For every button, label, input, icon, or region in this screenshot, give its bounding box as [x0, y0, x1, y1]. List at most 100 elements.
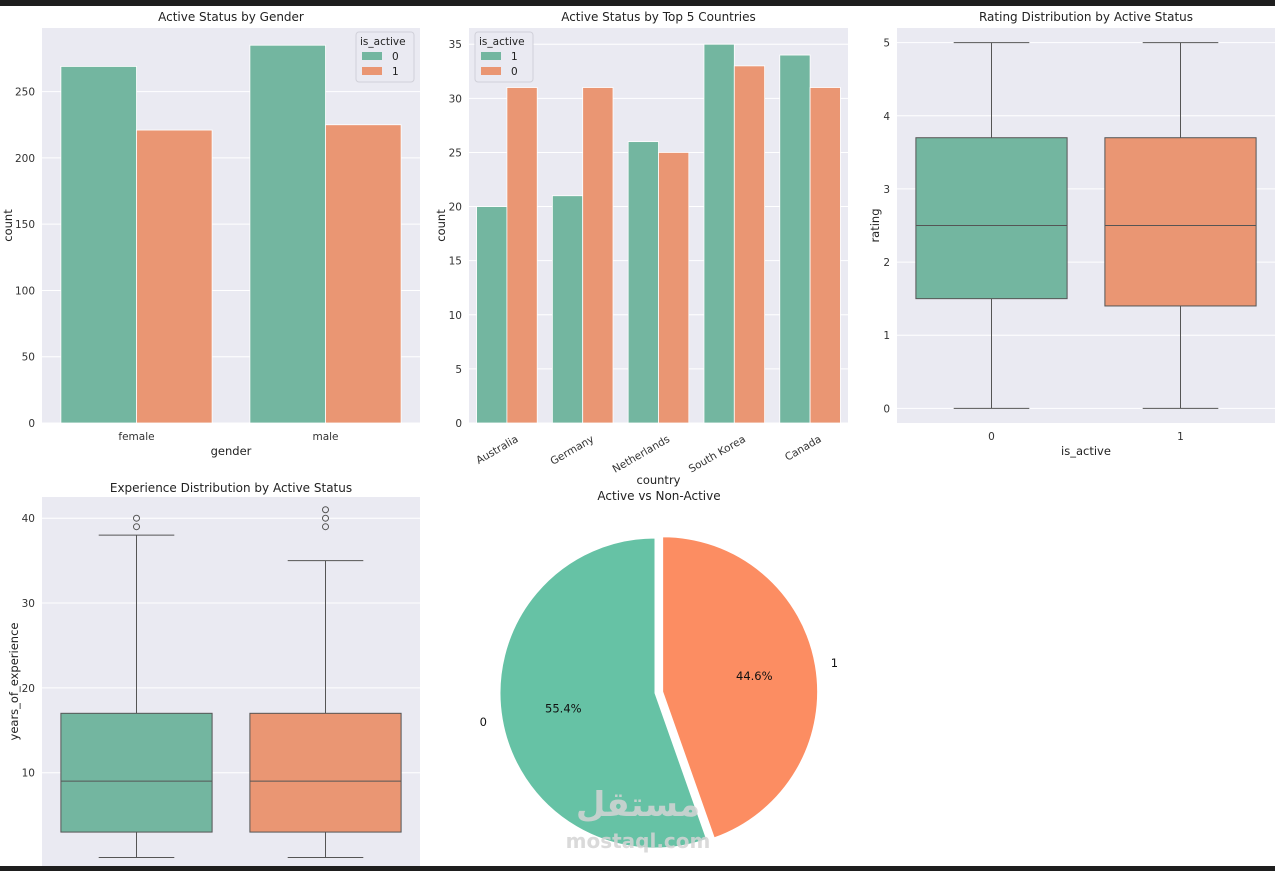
box-1 — [1104, 42, 1257, 409]
y-axis-label: rating — [868, 208, 882, 242]
outlier-point — [322, 514, 329, 522]
bar-Canada-0 — [809, 87, 841, 424]
bottom-dark-border — [0, 866, 1275, 871]
pie-slice-1 — [662, 536, 819, 839]
bar-South Korea-1 — [703, 43, 735, 424]
pie-pct-1: 44.6% — [736, 669, 773, 683]
y-axis-label: years_of_experience — [7, 623, 21, 741]
y-tick-label: 5 — [883, 38, 890, 50]
pie-label-0: 0 — [480, 715, 487, 729]
y-axis-label: count — [1, 209, 15, 242]
legend-swatch-1 — [362, 67, 382, 75]
chart-panel-1: 0 50 100 150 200 250 Active Status by Gender co… — [1, 10, 420, 458]
chart-title: Experience Distribution by Active Status — [110, 481, 352, 495]
top-dark-border — [0, 0, 1275, 6]
x-tick-label: South Korea — [687, 433, 748, 475]
legend-label-0: 0 — [511, 66, 518, 78]
chart-title: Active Status by Gender — [158, 10, 304, 24]
y-tick-label: 200 — [15, 153, 35, 165]
x-tick-label: Australia — [474, 433, 520, 467]
y-tick-label: 10 — [22, 768, 35, 780]
outlier-point — [322, 506, 329, 514]
box-iqr — [915, 137, 1068, 300]
chart-title: Rating Distribution by Active Status — [979, 10, 1193, 24]
y-tick-label: 5 — [455, 364, 462, 376]
legend-label-1: 1 — [392, 66, 399, 78]
chart-panel-5: Active vs Non-Active 0 55.4% 1 44.6% — [480, 489, 838, 849]
box-0 — [60, 514, 213, 859]
watermark-arabic: مستقل — [576, 785, 700, 825]
x-tick-label: Canada — [783, 433, 824, 463]
legend-swatch-0 — [362, 52, 382, 60]
chart-panel-4: 10 20 30 40 Experience Distribution by Activ… — [7, 481, 420, 866]
y-tick-label: 0 — [455, 418, 462, 430]
legend: is_active 1 0 — [474, 31, 534, 83]
y-tick-label: 30 — [449, 93, 462, 105]
x-tick-label: Germany — [548, 433, 596, 468]
y-tick-label: 150 — [15, 219, 35, 231]
y-tick-label: 4 — [883, 111, 890, 123]
y-tick-label: 40 — [22, 513, 35, 525]
y-axis-label: count — [434, 209, 448, 242]
chart-panel-3: 0 1 2 3 4 5 Rating Distribution by Active Stat… — [868, 10, 1275, 458]
bar-South Korea-0 — [733, 65, 766, 424]
bar-Australia-1 — [476, 206, 508, 424]
watermark-latin: mostaql.com — [566, 829, 711, 853]
outlier-point — [133, 523, 140, 531]
legend-label-1: 1 — [511, 51, 518, 63]
y-tick-label: 100 — [15, 285, 35, 297]
legend-title: is_active — [479, 36, 525, 48]
bar-Germany-1 — [551, 195, 584, 424]
y-tick-label: 20 — [449, 202, 462, 214]
bar-Canada-1 — [779, 54, 811, 424]
outlier-point — [322, 523, 329, 531]
y-tick-label: 30 — [22, 598, 35, 610]
chart-title: Active vs Non-Active — [597, 489, 720, 503]
outlier-point — [133, 514, 140, 522]
bar-male-1 — [325, 124, 402, 424]
bar-Germany-0 — [582, 87, 614, 424]
box-0 — [915, 42, 1068, 409]
y-tick-label: 1 — [883, 330, 890, 342]
x-axis-label: gender — [211, 444, 252, 458]
watermark: مستقل mostaql.com — [566, 785, 711, 853]
bar-Netherlands-0 — [658, 152, 690, 424]
bar-female-0 — [60, 66, 137, 424]
box-iqr — [60, 712, 213, 833]
legend-swatch-0 — [481, 67, 501, 75]
bar-Netherlands-1 — [627, 141, 659, 424]
legend-swatch-1 — [481, 52, 501, 60]
legend-label-0: 0 — [392, 51, 399, 63]
y-tick-label: 250 — [15, 87, 35, 99]
box-iqr — [1104, 137, 1257, 307]
bar-Australia-0 — [506, 87, 538, 424]
y-tick-label: 35 — [449, 39, 462, 51]
y-tick-label: 3 — [883, 184, 890, 196]
chart-title: Active Status by Top 5 Countries — [561, 10, 756, 24]
pie-slice-0 — [499, 537, 708, 849]
y-tick-label: 50 — [22, 352, 35, 364]
legend: is_active 0 1 — [355, 31, 415, 83]
legend-title: is_active — [360, 36, 406, 48]
pie-pct-0: 55.4% — [545, 702, 582, 716]
x-tick-label: 0 — [988, 431, 995, 443]
box-iqr — [249, 712, 402, 833]
y-tick-label: 15 — [449, 256, 462, 268]
pie-label-1: 1 — [831, 656, 838, 670]
bar-female-1 — [136, 129, 213, 424]
y-tick-label: 0 — [28, 418, 35, 430]
y-tick-label: 10 — [449, 310, 462, 322]
x-tick-label: female — [118, 431, 154, 443]
x-axis-label: country — [637, 473, 681, 487]
box-1 — [249, 506, 402, 859]
y-tick-label: 0 — [883, 403, 890, 415]
x-axis-label: is_active — [1061, 444, 1111, 458]
y-tick-label: 2 — [883, 257, 890, 269]
y-tick-label: 20 — [22, 683, 35, 695]
x-tick-label: Netherlands — [611, 433, 672, 475]
x-tick-label: male — [312, 431, 338, 443]
x-tick-label: 1 — [1177, 431, 1184, 443]
bar-male-0 — [249, 44, 326, 424]
